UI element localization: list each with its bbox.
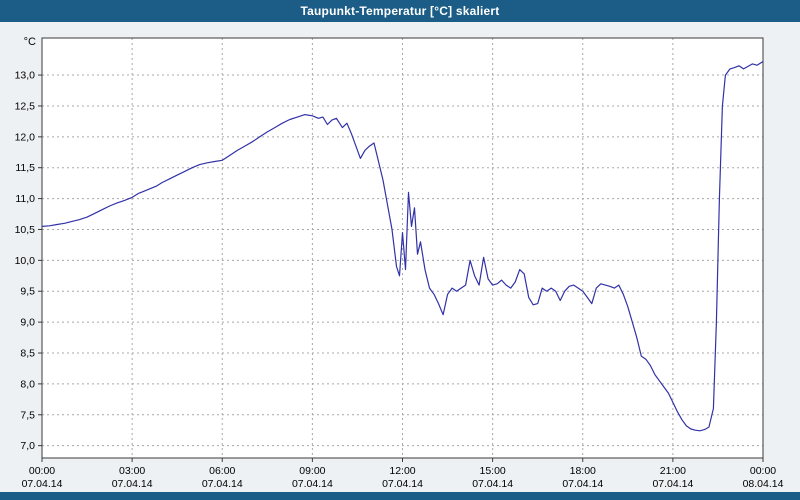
- x-tick-time-label: 09:00: [299, 465, 325, 477]
- x-tick-time-label: 00:00: [750, 465, 776, 477]
- y-tick-label: 7,5: [20, 409, 35, 421]
- x-tick-time-label: 06:00: [209, 465, 235, 477]
- y-tick-label: 10,5: [15, 224, 36, 236]
- x-tick-date-label: 08.04.14: [743, 478, 784, 490]
- y-axis-unit-label: °C: [23, 36, 36, 48]
- x-tick-date-label: 07.04.14: [292, 478, 333, 490]
- x-tick-date-label: 07.04.14: [112, 478, 153, 490]
- x-tick-date-label: 07.04.14: [382, 478, 423, 490]
- y-tick-label: 11,0: [15, 193, 35, 205]
- y-tick-label: 10,0: [15, 255, 36, 267]
- x-tick-date-label: 07.04.14: [472, 478, 513, 490]
- y-tick-label: 9,5: [20, 286, 35, 298]
- y-tick-label: 13,0: [15, 70, 36, 82]
- y-tick-label: 8,5: [20, 348, 35, 360]
- x-tick-date-label: 07.04.14: [202, 478, 243, 490]
- x-tick-date-label: 07.04.14: [652, 478, 693, 490]
- y-tick-label: 8,0: [20, 378, 35, 390]
- y-tick-label: 12,0: [15, 131, 36, 143]
- window-title-bar: Taupunkt-Temperatur [°C] skaliert: [0, 0, 800, 22]
- x-tick-time-label: 15:00: [479, 465, 505, 477]
- x-tick-time-label: 21:00: [660, 465, 686, 477]
- x-tick-time-label: 03:00: [119, 465, 145, 477]
- y-tick-label: 11,5: [15, 162, 35, 174]
- x-tick-date-label: 07.04.14: [562, 478, 603, 490]
- plot-frame: [41, 37, 764, 459]
- y-tick-label: 7,0: [20, 440, 35, 452]
- x-tick-time-label: 18:00: [570, 465, 596, 477]
- window-bottom-bar: [0, 492, 800, 500]
- y-tick-label: 9,0: [20, 317, 35, 329]
- chart-title: Taupunkt-Temperatur [°C] skaliert: [300, 4, 500, 18]
- x-tick-time-label: 00:00: [29, 465, 55, 477]
- series-line-taupunkt-temperatur: [41, 60, 764, 432]
- x-tick-time-label: 12:00: [389, 465, 415, 477]
- y-tick-label: 12,5: [15, 100, 36, 112]
- x-tick-date-label: 07.04.14: [22, 478, 63, 490]
